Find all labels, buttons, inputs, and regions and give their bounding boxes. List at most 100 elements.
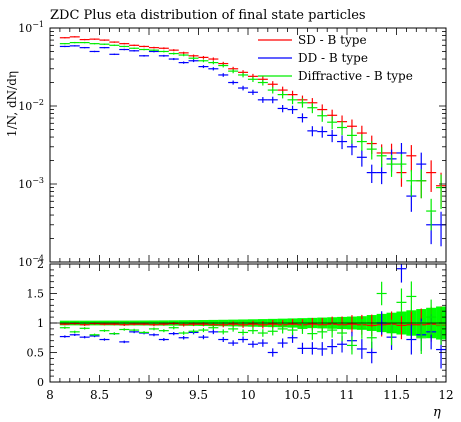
ratio-point [208,325,219,330]
ratio-point [317,342,328,356]
ratio-y-tick-label: 1.5 [27,288,45,301]
ratio-point [267,348,278,357]
ratio-point [317,325,328,339]
ratio-point [436,307,447,345]
ratio-point [356,339,367,359]
ratio-point [178,336,189,340]
ratio-point [257,339,268,347]
ratio-point [396,288,407,317]
data-point [168,49,179,52]
data-point [119,42,130,45]
data-point [356,149,367,167]
data-point [366,164,377,183]
data-point [356,134,367,151]
ratio-point [158,338,169,342]
data-point [247,89,258,95]
data-point [188,56,199,60]
x-axis-label: η [433,405,441,420]
ratio-point [158,329,169,333]
data-point [79,38,90,41]
x-tick-label: 12 [438,388,453,402]
data-point [148,46,159,49]
ratio-point [89,333,100,336]
data-point [257,97,268,103]
ratio-point [238,329,249,336]
data-point [129,50,140,52]
data-point [297,113,308,123]
x-tick-label: 9.5 [189,388,208,402]
data-point [287,105,298,114]
ratio-point [238,336,249,343]
data-point [208,57,219,61]
data-point [168,52,179,55]
ratio-point [257,329,268,337]
ratio-point [277,324,288,334]
ratio-point [119,340,130,344]
data-point [59,42,70,45]
data-point [158,47,169,50]
data-point [89,42,100,45]
data-point [346,128,357,144]
ratio-point [148,327,159,331]
ratio-point [366,326,377,349]
ratio-point [337,324,348,342]
legend-label: SD - B type [298,33,367,47]
x-tick-label: 8.5 [90,388,109,402]
ratio-point [79,323,90,326]
data-point [297,98,308,108]
y-tick-label: 10−2 [18,98,44,113]
ratio-point [346,336,357,355]
ratio-point [228,321,239,327]
data-point [247,76,258,82]
data-point [198,55,209,59]
ratio-point [59,335,70,338]
ratio-point [168,326,179,330]
data-point [287,95,298,105]
ratio-point [69,330,80,334]
data-point [198,65,209,69]
data-point [366,141,377,160]
data-point [89,38,100,40]
data-point [277,91,288,99]
data-point [426,198,437,231]
data-point [307,126,318,137]
data-point [188,54,199,58]
x-tick-label: 10 [240,388,255,402]
data-point [79,41,90,44]
data-point [208,67,219,71]
ratio-point [188,329,199,334]
data-point [218,73,229,77]
x-tick-label: 9 [145,388,153,402]
ratio-point [386,319,397,346]
ratio-point [99,338,110,341]
data-point [158,50,169,53]
main-plot-frame [49,27,447,263]
data-point [109,41,120,43]
data-point [337,135,348,150]
data-point [386,154,397,177]
data-point [218,63,229,68]
data-point [228,80,239,85]
data-point [406,170,417,197]
ratio-point [228,340,239,346]
data-point [99,39,110,41]
axis-ticks [49,27,447,383]
ratio-point [297,322,308,334]
ratio-point [59,326,70,329]
data-point [317,110,328,122]
data-point [396,154,407,179]
y-tick-label: 10−1 [18,20,44,35]
x-tick-label: 11 [339,388,354,402]
ratio-point [307,342,318,355]
ratio-y-tick-label: 2 [37,258,44,271]
ratio-point [148,323,159,327]
ratio-point [267,320,278,329]
ratio-y-tick-label: 0.5 [27,347,45,360]
data-point [198,59,209,63]
data-point [436,211,447,247]
chart-title: ZDC Plus eta distribution of final state… [50,8,366,23]
data-point [257,79,268,86]
ratio-point [79,327,90,330]
legend-label: DD - B type [298,51,368,65]
data-point [327,129,338,143]
